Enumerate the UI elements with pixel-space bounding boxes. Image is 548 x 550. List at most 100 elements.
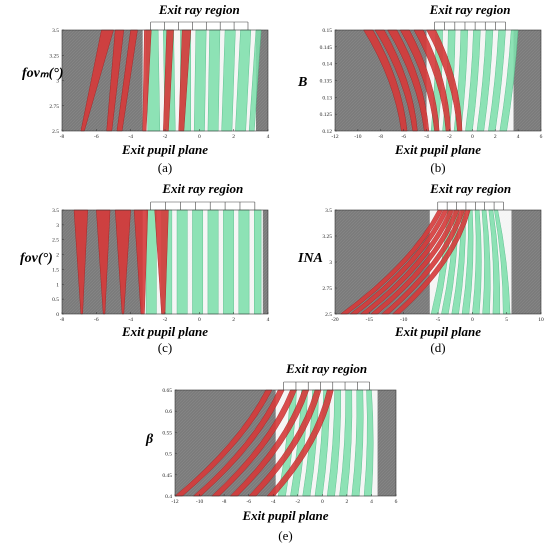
x-tick-label: 2 — [494, 134, 497, 140]
x-tick-label: -8 — [60, 134, 65, 140]
x-axis-label: Exit pupil plane — [394, 324, 481, 339]
region-title: Exit ray region — [158, 2, 240, 17]
panel-label: (c) — [158, 340, 172, 355]
green-band — [254, 209, 262, 315]
x-tick-label: -2 — [163, 134, 168, 140]
y-tick-label: 3.25 — [322, 234, 332, 240]
y-tick-label: 0.55 — [162, 430, 172, 436]
x-tick-label: 2 — [232, 317, 235, 323]
x-tick-label: -10 — [400, 317, 408, 323]
green-band — [192, 209, 204, 315]
x-tick-label: -8 — [60, 317, 65, 323]
y-tick-label: 0.13 — [322, 95, 332, 101]
panel-2: -12 -10 -8 -6 -4 -2 0 2 4 6 0.12 0.125 0.13 0.135 0.14… — [297, 2, 543, 175]
x-axis-label: Exit pupil plane — [121, 324, 208, 339]
y-tick-label: 1.5 — [52, 267, 59, 273]
x-tick-label: -4 — [271, 499, 276, 505]
y-tick-label: 2.5 — [325, 312, 332, 318]
y-tick-label: 0.12 — [322, 129, 332, 135]
y-tick-label: 3 — [329, 260, 332, 266]
x-tick-label: -4 — [424, 134, 429, 140]
panel-label: (d) — [430, 340, 445, 355]
x-tick-label: 2 — [346, 499, 349, 505]
x-tick-label: 0 — [471, 134, 474, 140]
panel-5: -12 -10 -8 -6 -4 -2 0 2 4 6 0.4 0.45 0.5 0.55 0.6 0.65 E… — [145, 361, 398, 543]
y-tick-label: 2.75 — [49, 104, 59, 110]
y-tick-label: 0.135 — [320, 79, 333, 85]
panel-label: (e) — [278, 528, 292, 543]
panel-4: -20 -15 -10 -5 0 5 10 2.5 2.75 3 3.25 3.5 Exit ray r… — [297, 181, 544, 355]
region-title: Exit ray region — [429, 2, 511, 17]
x-tick-label: -15 — [366, 317, 374, 323]
x-tick-label: 6 — [540, 134, 543, 140]
panel-3: -8 -6 -4 -2 0 2 4 0 0.5 1 1.5 2 2.5 3 3.5 Exit ray regi… — [20, 181, 270, 355]
y-tick-label: 3 — [56, 223, 59, 229]
y-axis-label: fovₘ(°) — [22, 66, 64, 81]
y-tick-label: 0 — [56, 312, 59, 318]
x-tick-label: 0 — [198, 317, 201, 323]
y-tick-label: 2.75 — [322, 286, 332, 292]
x-tick-label: 0 — [198, 134, 201, 140]
region-title: Exit ray region — [429, 181, 511, 196]
green-band — [223, 209, 234, 315]
x-tick-label: -8 — [222, 499, 227, 505]
x-tick-label: -6 — [94, 317, 99, 323]
x-tick-label: 10 — [538, 317, 544, 323]
green-band — [207, 209, 219, 315]
x-tick-label: 5 — [505, 317, 508, 323]
y-axis-label: β — [145, 432, 154, 447]
x-tick-label: -2 — [163, 317, 168, 323]
x-tick-label: -12 — [171, 499, 179, 505]
green-band — [238, 209, 250, 315]
x-tick-label: 4 — [267, 317, 270, 323]
x-tick-label: 0 — [321, 499, 324, 505]
x-tick-label: -8 — [378, 134, 383, 140]
x-tick-label: 4 — [267, 134, 270, 140]
y-tick-label: 2.5 — [52, 129, 59, 135]
x-tick-label: 4 — [517, 134, 520, 140]
y-tick-label: 0.6 — [165, 409, 172, 415]
x-tick-label: -10 — [354, 134, 362, 140]
green-band — [145, 209, 157, 315]
x-axis-label: Exit pupil plane — [394, 142, 481, 157]
region-title: Exit ray region — [285, 361, 367, 376]
plot-frame — [174, 389, 397, 497]
panel-1: -8 -6 -4 -2 0 2 4 2.5 2.75 3 3.25 3.5 Exit ray regio… — [22, 2, 270, 175]
x-tick-label: -4 — [128, 317, 133, 323]
panel-label: (a) — [158, 160, 172, 175]
panel-label: (b) — [430, 160, 445, 175]
y-tick-label: 3.25 — [49, 53, 59, 59]
y-tick-label: 0.15 — [322, 28, 332, 34]
y-tick-label: 3.5 — [52, 28, 59, 34]
y-tick-label: 3 — [56, 79, 59, 85]
x-tick-label: -10 — [196, 499, 204, 505]
y-tick-label: 2 — [56, 253, 59, 259]
y-tick-label: 0.4 — [165, 494, 172, 500]
x-tick-label: -12 — [331, 134, 339, 140]
green-band — [176, 209, 188, 315]
y-tick-label: 3.5 — [52, 208, 59, 214]
y-tick-label: 0.5 — [165, 452, 172, 458]
y-tick-label: 1 — [56, 282, 59, 288]
x-tick-label: -6 — [94, 134, 99, 140]
x-tick-label: -4 — [128, 134, 133, 140]
x-tick-label: 0 — [471, 317, 474, 323]
y-tick-label: 0.5 — [52, 297, 59, 303]
y-axis-label: B — [297, 75, 307, 90]
x-tick-label: 2 — [232, 134, 235, 140]
x-axis-label: Exit pupil plane — [121, 142, 208, 157]
x-tick-label: -20 — [331, 317, 339, 323]
y-axis-label: INA — [297, 251, 323, 266]
green-band — [193, 29, 207, 132]
x-tick-label: -6 — [246, 499, 251, 505]
x-tick-label: -6 — [401, 134, 406, 140]
x-tick-label: -2 — [295, 499, 300, 505]
y-tick-label: 0.65 — [162, 388, 172, 394]
region-title: Exit ray region — [161, 181, 243, 196]
x-tick-label: -2 — [447, 134, 452, 140]
x-tick-label: 6 — [395, 499, 398, 505]
x-tick-label: 4 — [370, 499, 373, 505]
y-axis-label: fov(°) — [20, 251, 53, 266]
y-tick-label: 3.5 — [325, 208, 332, 214]
